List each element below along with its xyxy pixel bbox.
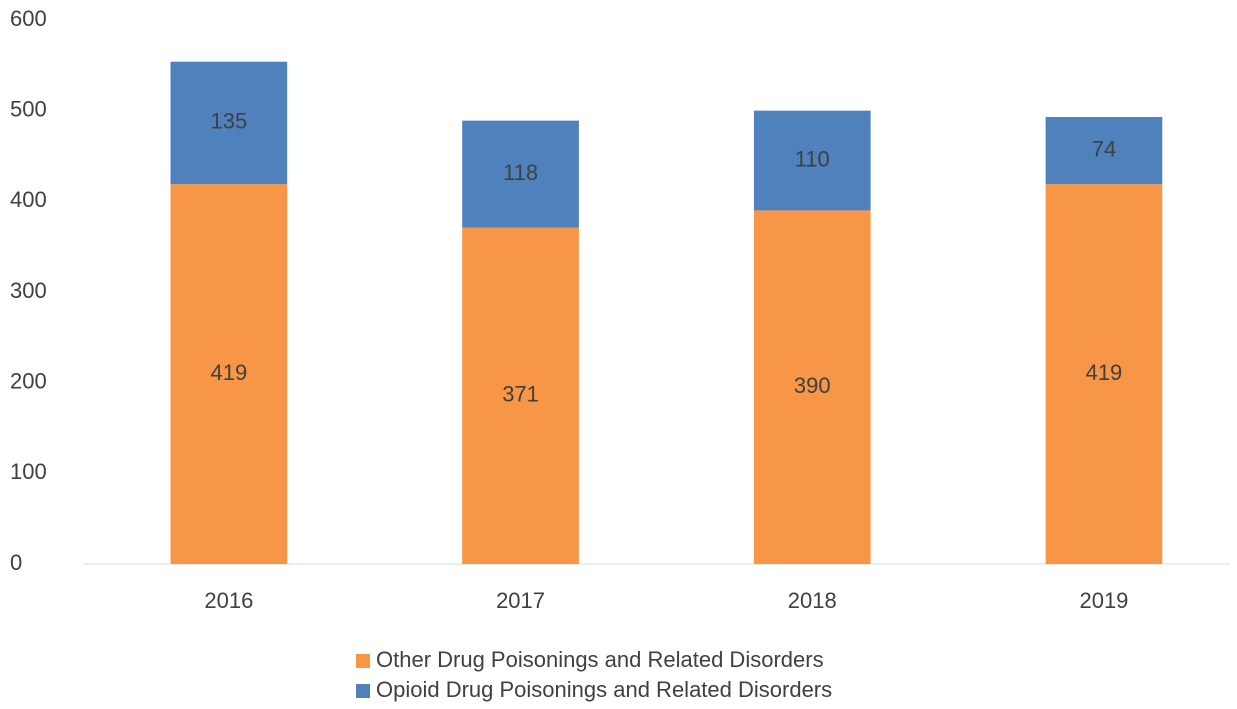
legend-label: Opioid Drug Poisonings and Related Disor…	[376, 677, 832, 702]
y-tick-label: 200	[10, 368, 47, 393]
bar-segment	[462, 120, 579, 228]
legend-label: Other Drug Poisonings and Related Disord…	[376, 647, 824, 672]
bar-segment	[170, 61, 288, 185]
bar-segment	[462, 227, 579, 565]
y-tick-label: 100	[10, 459, 47, 484]
data-label: 371	[502, 382, 539, 407]
x-tick-label: 2017	[496, 588, 545, 613]
data-label: 390	[794, 373, 831, 398]
y-tick-label: 500	[10, 96, 47, 121]
data-label: 419	[1086, 360, 1123, 385]
data-label: 74	[1092, 136, 1116, 161]
x-tick-label: 2018	[788, 588, 837, 613]
y-tick-label: 600	[10, 6, 47, 31]
data-label: 419	[210, 360, 247, 385]
y-tick-label: 300	[10, 278, 47, 303]
bar-segment	[1045, 184, 1163, 564]
x-tick-label: 2016	[204, 588, 253, 613]
bar-segment	[753, 210, 871, 564]
legend-swatch	[356, 654, 370, 668]
bar-segment	[1045, 117, 1163, 185]
data-label: 135	[210, 109, 247, 134]
bar-segment	[170, 184, 288, 564]
data-label: 118	[503, 160, 538, 185]
legend-swatch	[356, 684, 370, 698]
data-label: 110	[795, 146, 830, 171]
x-tick-label: 2019	[1079, 588, 1128, 613]
bar-segment	[753, 110, 871, 211]
y-tick-label: 400	[10, 187, 47, 212]
y-tick-label: 0	[10, 550, 22, 575]
